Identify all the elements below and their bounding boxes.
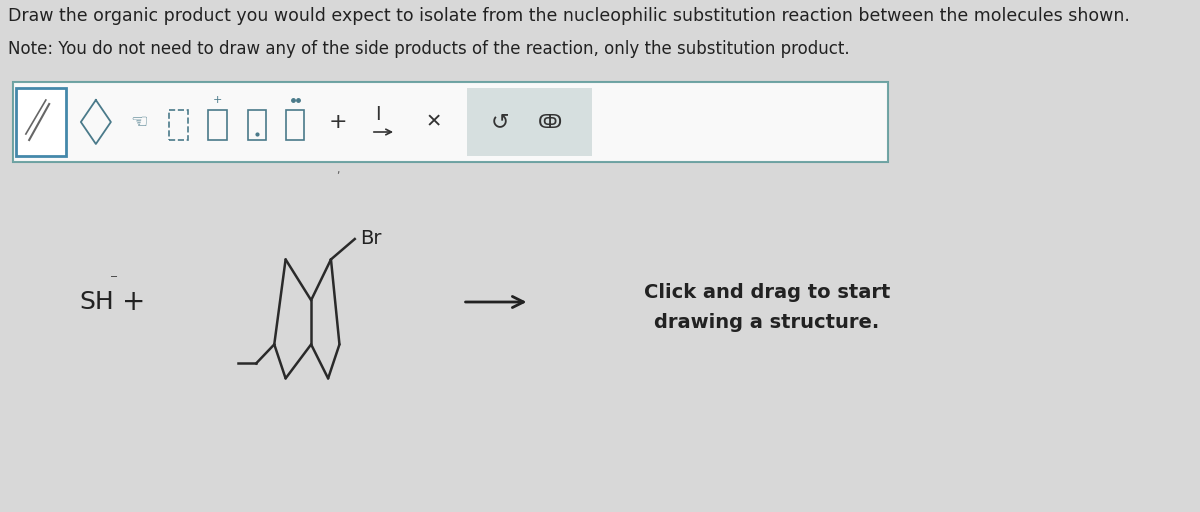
Text: ↂ: ↂ — [538, 113, 563, 132]
Text: ⁻: ⁻ — [110, 272, 119, 288]
Text: drawing a structure.: drawing a structure. — [654, 312, 880, 331]
Text: Draw the organic product you would expect to isolate from the nucleophilic subst: Draw the organic product you would expec… — [8, 7, 1130, 25]
Text: ✕: ✕ — [425, 113, 442, 132]
Text: Click and drag to start: Click and drag to start — [643, 283, 890, 302]
Text: +: + — [329, 112, 347, 132]
Bar — [16, 88, 66, 156]
Text: Note: You do not need to draw any of the side products of the reaction, only the: Note: You do not need to draw any of the… — [8, 40, 850, 58]
Text: SH: SH — [79, 290, 114, 314]
Text: +: + — [212, 95, 222, 105]
Text: +: + — [121, 288, 145, 316]
Text: I: I — [374, 104, 380, 123]
Text: Br: Br — [360, 229, 382, 248]
Bar — [12, 82, 888, 162]
Text: ,: , — [336, 165, 340, 175]
Text: ☜: ☜ — [131, 113, 148, 132]
Bar — [247, 110, 266, 140]
Bar — [467, 88, 592, 156]
Bar — [209, 110, 227, 140]
Text: ↺: ↺ — [491, 112, 510, 132]
Bar — [169, 110, 187, 140]
Bar — [286, 110, 305, 140]
